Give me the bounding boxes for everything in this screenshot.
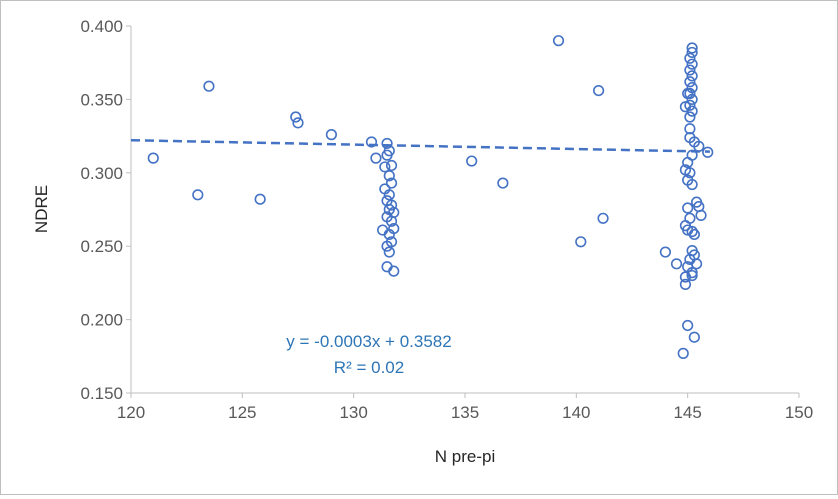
y-tick-label: 0.150 bbox=[80, 384, 123, 403]
data-point bbox=[695, 209, 707, 221]
x-tick-label: 120 bbox=[117, 403, 145, 422]
data-point bbox=[370, 152, 382, 164]
trendline bbox=[130, 138, 710, 153]
data-point bbox=[383, 228, 395, 241]
y-tick-label: 0.200 bbox=[80, 311, 123, 330]
y-tick-label: 0.400 bbox=[80, 17, 123, 36]
data-point bbox=[684, 167, 696, 179]
y-tick-label: 0.300 bbox=[80, 164, 123, 183]
data-point bbox=[379, 161, 391, 173]
data-point bbox=[325, 129, 338, 141]
data-point bbox=[254, 193, 266, 205]
data-point bbox=[682, 156, 694, 169]
data-point bbox=[686, 46, 698, 59]
data-point bbox=[682, 202, 694, 214]
axes: 120 125 130 135 140 145 150 0.150 0.200 0.250 0.30… bbox=[80, 17, 813, 422]
data-point bbox=[659, 246, 672, 258]
data-point bbox=[466, 155, 478, 167]
data-point bbox=[686, 225, 698, 238]
x-tick-label: 140 bbox=[562, 403, 590, 422]
data-point bbox=[592, 84, 605, 97]
data-points bbox=[147, 35, 714, 359]
data-point bbox=[684, 52, 696, 64]
data-point bbox=[383, 246, 395, 258]
data-point bbox=[702, 146, 714, 158]
data-point bbox=[292, 117, 304, 129]
data-point bbox=[682, 319, 694, 332]
data-point bbox=[679, 278, 692, 290]
data-point bbox=[381, 137, 393, 150]
data-point bbox=[688, 331, 700, 343]
x-tick-label: 125 bbox=[228, 403, 256, 422]
data-point bbox=[684, 64, 696, 76]
data-point bbox=[383, 170, 395, 182]
x-tick-label: 145 bbox=[673, 403, 701, 422]
data-point bbox=[383, 189, 395, 201]
data-point bbox=[381, 149, 393, 161]
x-tick-label: 150 bbox=[785, 403, 813, 422]
data-point bbox=[686, 93, 698, 105]
data-point bbox=[686, 70, 698, 82]
data-point bbox=[677, 347, 689, 359]
x-axis-label: N pre-pi bbox=[435, 447, 495, 466]
x-tick-label: 135 bbox=[451, 403, 479, 422]
x-tick-label: 130 bbox=[339, 403, 367, 422]
data-point bbox=[597, 212, 609, 224]
y-tick-label: 0.350 bbox=[80, 90, 123, 109]
data-point bbox=[388, 265, 400, 277]
data-point bbox=[686, 105, 698, 117]
data-point bbox=[684, 76, 696, 88]
data-point bbox=[688, 228, 700, 241]
data-point bbox=[497, 177, 509, 189]
data-point bbox=[203, 80, 215, 92]
data-point bbox=[686, 178, 698, 191]
data-point bbox=[192, 189, 204, 201]
data-point bbox=[147, 152, 159, 164]
data-point bbox=[684, 111, 696, 123]
data-point bbox=[381, 240, 393, 252]
data-point bbox=[552, 35, 565, 47]
data-point bbox=[290, 111, 302, 123]
trendline-equation-label: y = -0.0003x + 0.3582 bbox=[286, 332, 451, 351]
data-point bbox=[686, 58, 698, 70]
data-point bbox=[686, 42, 698, 54]
y-axis-label: NDRE bbox=[32, 185, 51, 233]
data-point bbox=[670, 258, 683, 270]
data-point bbox=[365, 136, 378, 148]
data-point bbox=[385, 215, 398, 227]
data-point bbox=[686, 269, 698, 282]
y-tick-label: 0.250 bbox=[80, 237, 123, 256]
data-point bbox=[385, 177, 398, 189]
data-point bbox=[385, 159, 398, 172]
data-point bbox=[575, 236, 587, 248]
trendline-r2-label: R² = 0.02 bbox=[334, 358, 404, 377]
data-point bbox=[679, 271, 692, 283]
trendline-line bbox=[130, 138, 710, 153]
